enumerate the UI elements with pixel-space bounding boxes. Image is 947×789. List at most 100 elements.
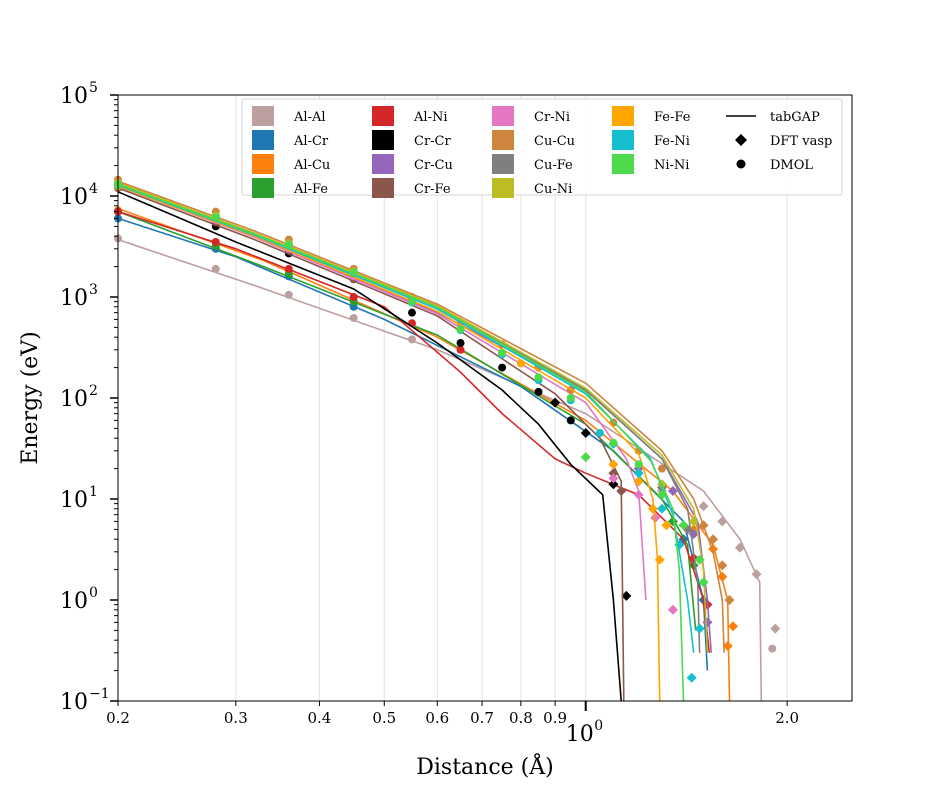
vasp-point xyxy=(656,489,667,500)
legend-swatch xyxy=(252,130,274,150)
tabgap-line xyxy=(117,183,685,702)
dmol-point xyxy=(609,438,618,447)
tabgap-line xyxy=(117,217,709,671)
x-major-tick-exponent: 0 xyxy=(594,718,603,734)
dmol-point xyxy=(407,297,416,306)
vasp-point xyxy=(708,534,719,545)
vasp-point xyxy=(580,428,591,439)
dmol-point xyxy=(407,335,416,344)
vasp-point xyxy=(608,479,619,490)
legend-swatch xyxy=(492,178,514,198)
dmol-point xyxy=(498,363,507,372)
legend-label: Cr-Ni xyxy=(534,110,570,125)
dmol-point xyxy=(456,339,465,348)
tabgap-line xyxy=(117,210,711,653)
dmol-point xyxy=(634,460,643,469)
vasp-point xyxy=(698,577,709,588)
legend-dmol-marker xyxy=(736,159,746,169)
y-tick-label-exponent: 0 xyxy=(89,585,98,601)
x-major-tick-label: 10 xyxy=(566,722,594,747)
legend-label: Fe-Ni xyxy=(654,134,690,149)
legend-label: Cu-Ni xyxy=(534,182,572,197)
y-tick-label-base: 10 xyxy=(60,185,88,210)
x-tick-label: 0.9 xyxy=(543,709,567,727)
x-tick-label: 0.8 xyxy=(509,709,533,727)
vasp-point xyxy=(608,459,619,470)
legend-swatch xyxy=(612,154,634,174)
legend-swatch xyxy=(612,130,634,150)
y-tick-label-base: 10 xyxy=(60,488,88,513)
tabgap-line xyxy=(117,187,625,702)
series-layer xyxy=(114,175,781,702)
vasp-point xyxy=(688,516,699,527)
y-tick-label-exponent: 3 xyxy=(89,282,98,298)
y-tick-label-base: 10 xyxy=(60,286,88,311)
legend-label: DFT vasp xyxy=(770,134,832,149)
legend-swatch xyxy=(492,154,514,174)
y-tick-label-exponent: 5 xyxy=(89,80,98,96)
vasp-point xyxy=(580,452,591,463)
dmol-point xyxy=(211,264,220,273)
legend-swatch xyxy=(372,130,394,150)
vasp-point xyxy=(608,468,619,479)
y-tick-label-base: 10 xyxy=(60,387,88,412)
y-tick-label-exponent: 4 xyxy=(89,181,98,197)
tabgap-line xyxy=(117,210,697,631)
legend-label: Cr-Cr xyxy=(414,134,452,149)
series-cr-fe xyxy=(114,184,627,702)
tabgap-line xyxy=(117,207,731,702)
dmol-point xyxy=(407,308,416,317)
dmol-point xyxy=(284,240,293,249)
vasp-point xyxy=(702,617,713,628)
vasp-point xyxy=(633,468,644,479)
legend-label: tabGAP xyxy=(770,110,820,125)
y-tick-label-base: 10 xyxy=(60,84,88,109)
vasp-point xyxy=(608,473,619,484)
vasp-point xyxy=(678,520,689,531)
tabgap-line xyxy=(117,185,661,702)
vasp-point xyxy=(717,516,728,527)
vasp-point xyxy=(694,554,705,565)
legend-label: Ni-Ni xyxy=(654,158,689,173)
vasp-point xyxy=(616,486,627,497)
y-tick-label-exponent: −1 xyxy=(89,686,110,702)
dmol-point xyxy=(534,387,543,396)
vasp-point xyxy=(633,489,644,500)
x-tick-label: 2.0 xyxy=(775,709,799,727)
series-fe-fe xyxy=(114,182,672,702)
legend-swatch xyxy=(612,106,634,126)
vasp-point xyxy=(621,590,632,601)
vasp-point xyxy=(550,397,561,408)
vasp-point xyxy=(686,672,697,683)
series-al-al xyxy=(114,234,781,702)
vasp-point xyxy=(694,623,705,634)
legend-label: Al-Cu xyxy=(293,158,330,173)
legend-label: Al-Ni xyxy=(413,110,447,125)
vasp-point xyxy=(734,542,745,553)
tabgap-line xyxy=(117,182,709,653)
vasp-point xyxy=(667,604,678,615)
x-axis-title: Distance (Å) xyxy=(416,752,553,780)
vasp-point xyxy=(698,501,709,512)
legend-label: Al-Fe xyxy=(293,182,328,197)
y-axis-title: Energy (eV) xyxy=(18,331,43,464)
legend-label: Cu-Fe xyxy=(534,158,573,173)
legend-swatch xyxy=(492,106,514,126)
legend-label: Fe-Fe xyxy=(654,110,691,125)
vasp-point xyxy=(770,623,781,634)
series-cr-ni xyxy=(114,182,678,615)
x-tick-label: 0.5 xyxy=(372,709,396,727)
dmol-point xyxy=(349,293,358,301)
dmol-point xyxy=(595,429,604,438)
legend: Al-Al Al-Cr Al-Cu Al-Fe Al-Ni Cr-Cr Cr-Cu Cr-Fe… xyxy=(241,98,843,198)
vasp-point xyxy=(661,520,672,531)
legend-label: Al-Al xyxy=(293,110,325,125)
legend-vasp-marker xyxy=(735,134,747,146)
legend-label: Cu-Cu xyxy=(534,134,575,149)
vasp-point xyxy=(722,641,733,652)
dmol-point xyxy=(768,644,777,653)
y-tick-label-base: 10 xyxy=(60,690,88,715)
tabgap-line xyxy=(117,184,695,653)
dmol-point xyxy=(211,212,220,221)
tabgap-line xyxy=(117,185,647,601)
